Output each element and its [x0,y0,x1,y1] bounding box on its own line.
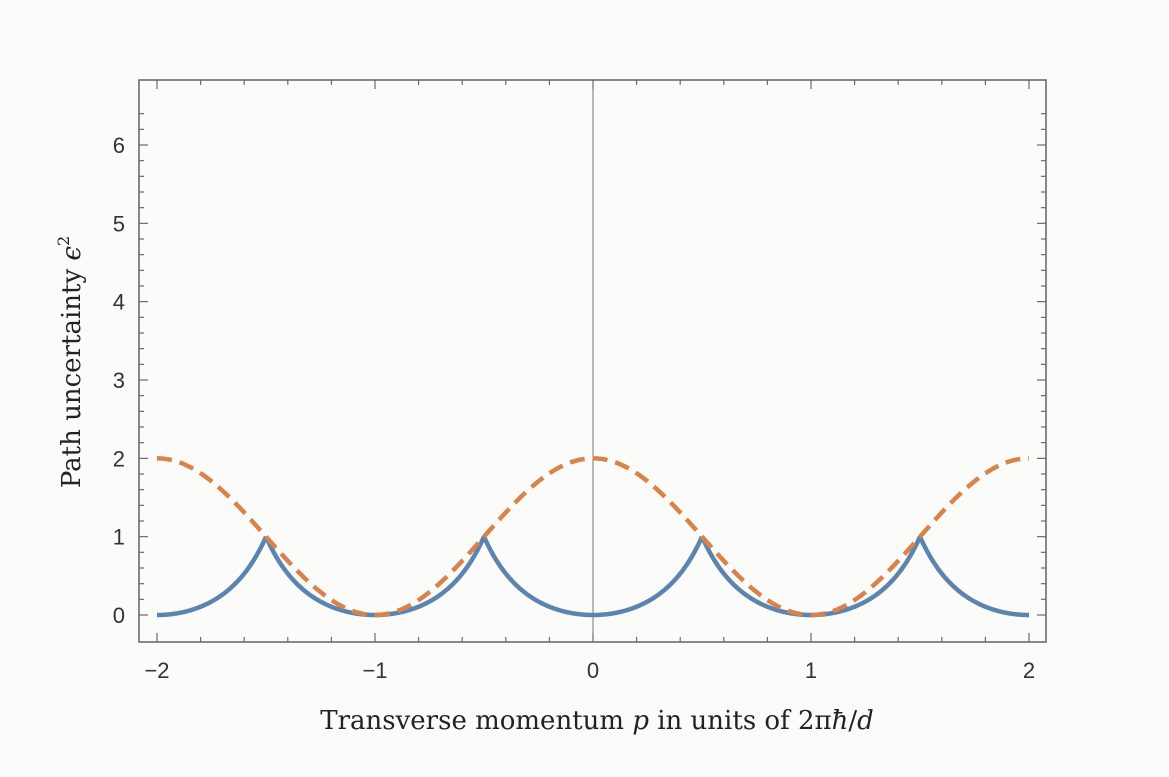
y-tick-label: 4 [113,290,125,315]
solid-series-line [481,535,705,618]
x-tick-label: −2 [144,658,169,683]
y-tick-label: 2 [113,446,125,471]
y-tick-label: 6 [113,133,125,158]
solid-series-line [263,535,487,618]
y-tick-label: 1 [113,525,125,550]
y-axis-label: Path uncertainty ϵ2 [54,236,87,488]
axis-ticks [139,80,1046,642]
solid-series-line [917,535,1031,618]
x-tick-label: 1 [805,658,817,683]
x-tick-label: 0 [587,658,599,683]
y-tick-label: 5 [113,211,125,236]
x-axis-label: Transverse momentum p in units of 2πħ/d [320,706,874,736]
solid-series-line [699,535,923,618]
series-group [155,456,1031,618]
y-tick-label: 0 [113,603,125,628]
axis-tick-labels: −2 −1 0 1 2 0 1 2 3 4 5 6 [113,133,1035,683]
dashed-series-line [156,456,1030,618]
x-tick-label: 2 [1023,658,1035,683]
x-tick-label: −1 [362,658,387,683]
y-tick-label: 3 [113,368,125,393]
solid-series-line [155,535,269,618]
